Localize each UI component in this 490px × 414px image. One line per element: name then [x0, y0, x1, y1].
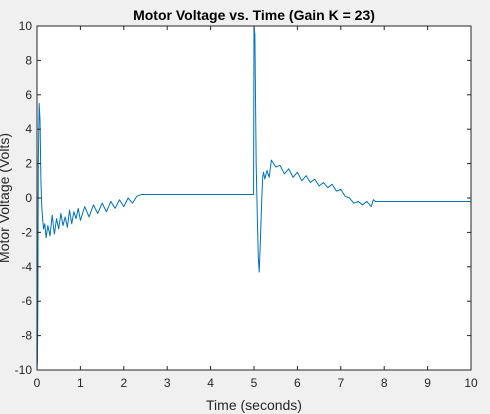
- y-tick-label: 0: [25, 191, 32, 205]
- y-tick-label: 2: [25, 157, 32, 171]
- plot-layer: [36, 25, 471, 371]
- y-axis-label: Motor Voltage (Volts): [0, 133, 12, 263]
- tick-layer: 0 1 2 3 4 5 6 7 8 9 10 -10 -8 -6 -4 -2 0 2 4 6 8 10: [15, 19, 478, 390]
- x-tick-label: 6: [294, 376, 301, 390]
- x-tick-label: 7: [337, 376, 344, 390]
- y-tick-label: -2: [21, 225, 32, 239]
- x-axis-label: Time (seconds): [206, 397, 302, 413]
- axes-box: [36, 25, 472, 371]
- y-tick-label: -8: [21, 329, 32, 343]
- y-tick-label: -6: [21, 294, 32, 308]
- chart-title: Motor Voltage vs. Time (Gain K = 23): [133, 7, 375, 23]
- x-tick-label: 4: [207, 376, 214, 390]
- x-tick-label: 1: [77, 376, 84, 390]
- voltage-series-line-0: [36, 25, 471, 371]
- y-tick-label: -10: [15, 363, 33, 377]
- x-tick-label: 3: [164, 376, 171, 390]
- y-tick-label: -4: [21, 260, 32, 274]
- y-tick-label: 6: [25, 88, 32, 102]
- y-tick-label: 8: [25, 53, 32, 67]
- x-tick-label: 9: [424, 376, 431, 390]
- x-tick-label: 2: [120, 376, 127, 390]
- x-tick-label: 0: [34, 376, 41, 390]
- y-tick-label: 4: [25, 122, 32, 136]
- x-tick-label: 10: [464, 376, 478, 390]
- x-tick-label: 5: [251, 376, 258, 390]
- x-tick-label: 8: [381, 376, 388, 390]
- y-tick-label: 10: [19, 19, 33, 33]
